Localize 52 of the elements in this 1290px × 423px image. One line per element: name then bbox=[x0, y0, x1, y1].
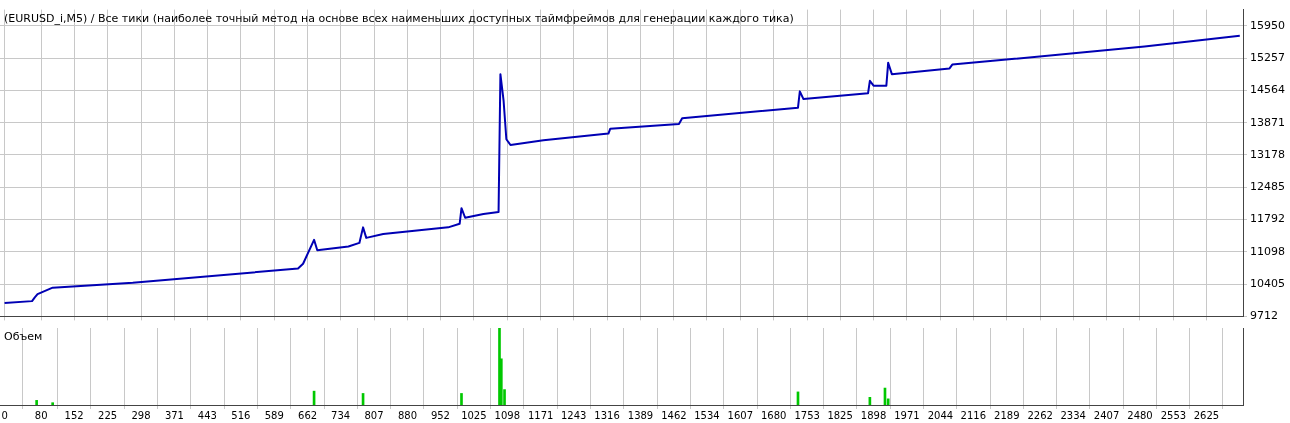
x-tick-label: 1971 bbox=[894, 409, 920, 421]
x-tick-label: 2189 bbox=[994, 409, 1020, 421]
y-tick-label: 13178 bbox=[1250, 147, 1285, 161]
x-tick-label: 443 bbox=[197, 409, 217, 421]
x-tick-label: 2334 bbox=[1060, 409, 1086, 421]
x-tick-label: 2625 bbox=[1193, 409, 1220, 421]
bar bbox=[35, 400, 38, 405]
x-tick-label: 807 bbox=[364, 409, 384, 421]
x-tick-label: 1680 bbox=[761, 409, 787, 421]
y-tick-label: 14564 bbox=[1250, 83, 1285, 97]
x-tick-label: 2262 bbox=[1027, 409, 1053, 421]
x-tick-label: 516 bbox=[231, 409, 251, 421]
x-tick-label: 2480 bbox=[1127, 409, 1153, 421]
x-tick-label: 152 bbox=[64, 409, 84, 421]
y-tick-label: 13871 bbox=[1250, 115, 1285, 129]
x-tick-label: 1025 bbox=[461, 409, 487, 421]
y-tick-label: 9712 bbox=[1250, 309, 1278, 323]
x-tick-label: 371 bbox=[164, 409, 184, 421]
x-tick-label: 880 bbox=[397, 409, 418, 421]
x-tick-label: 2553 bbox=[1160, 409, 1187, 421]
x-tick-label: 734 bbox=[331, 409, 351, 421]
x-tick-label: 1534 bbox=[694, 409, 720, 421]
x-tick-label: 80 bbox=[34, 409, 48, 421]
chart-title: Объем bbox=[4, 330, 43, 344]
x-tick-label: 1898 bbox=[860, 409, 887, 421]
x-tick-label: 1316 bbox=[594, 409, 620, 421]
x-tick-label: 298 bbox=[131, 409, 151, 421]
x-tick-label: 1825 bbox=[827, 409, 853, 421]
x-tick-label: 1171 bbox=[527, 409, 554, 421]
y-tick-label: 10405 bbox=[1250, 276, 1285, 290]
y-tick-label: 15950 bbox=[1250, 18, 1285, 32]
x-tick-label: 2044 bbox=[927, 409, 954, 421]
x-tick-label: 2116 bbox=[960, 409, 987, 421]
x-tick-label: 952 bbox=[430, 409, 450, 421]
x-tick-label: 1462 bbox=[661, 409, 687, 421]
y-tick-label: 11098 bbox=[1250, 244, 1285, 258]
x-tick-label: 225 bbox=[98, 409, 118, 421]
x-tick-label: 0 bbox=[1, 409, 8, 421]
x-tick-label: 589 bbox=[264, 409, 284, 421]
y-tick-label: 12485 bbox=[1250, 180, 1285, 194]
x-tick-label: 1243 bbox=[560, 409, 587, 421]
bar bbox=[460, 393, 463, 405]
x-tick-label: 1753 bbox=[794, 409, 820, 421]
y-tick-label: 15257 bbox=[1250, 51, 1285, 65]
x-tick-label: 2407 bbox=[1093, 409, 1120, 421]
x-tick-label: 662 bbox=[298, 409, 318, 421]
y-tick-label: 11792 bbox=[1250, 212, 1285, 226]
x-tick-label: 1389 bbox=[627, 409, 654, 421]
bar bbox=[51, 402, 54, 405]
x-tick-label: 1607 bbox=[727, 409, 754, 421]
chart-title: (EURUSD_i,M5) / Все тики (наиболее точный метод на основе всех наименьших доступных таймфреймов для генерации каждого тика) bbox=[4, 11, 794, 25]
x-tick-label: 1098 bbox=[494, 409, 520, 421]
